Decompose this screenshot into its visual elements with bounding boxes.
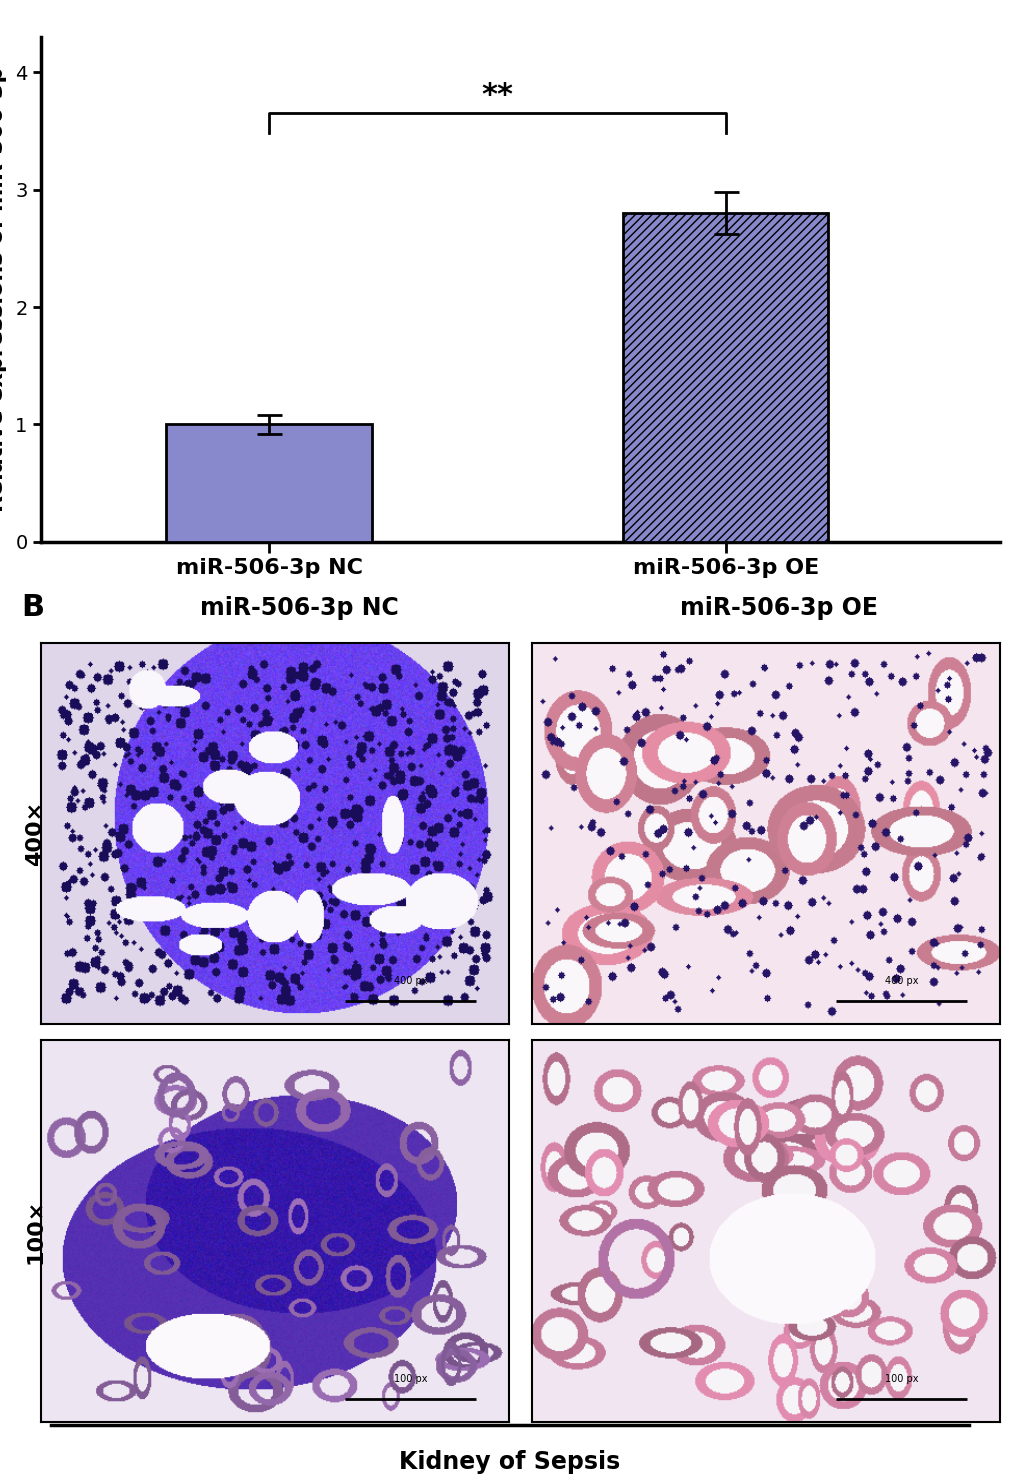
Text: B: B [21,594,45,622]
Text: 400 px: 400 px [393,976,427,986]
Text: **: ** [481,81,513,110]
Bar [166,425,372,542]
Y-axis label: 400×: 400× [25,801,45,866]
Y-axis label: 100×: 100× [25,1198,45,1263]
Text: 100 px: 100 px [393,1373,427,1383]
Bar [623,213,827,542]
Text: 400 px: 400 px [883,976,917,986]
Text: miR-506-3p NC: miR-506-3p NC [200,595,398,619]
Text: Kidney of Sepsis: Kidney of Sepsis [399,1450,620,1474]
Text: miR-506-3p OE: miR-506-3p OE [680,595,877,619]
Text: 100 px: 100 px [883,1373,917,1383]
Y-axis label: Relative expressions of miR-506-3p: Relative expressions of miR-506-3p [0,67,7,512]
